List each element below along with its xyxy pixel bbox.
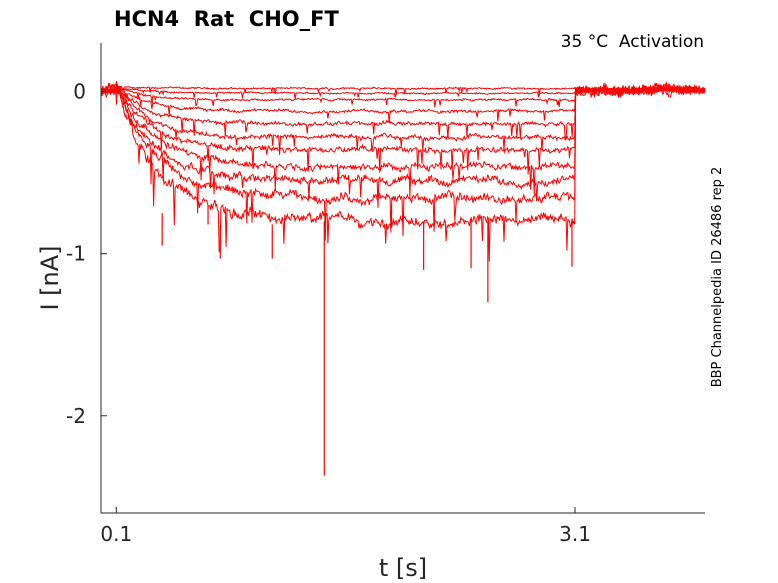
y-tick-label: -1 bbox=[66, 242, 86, 266]
current-trace-10 bbox=[100, 80, 706, 241]
channelpedia-id-label: BBP Channelpedia ID 26486 rep 2 bbox=[710, 167, 725, 388]
axes bbox=[100, 43, 705, 514]
x-tick-label: 3.1 bbox=[559, 522, 591, 546]
current-trace-8 bbox=[100, 84, 706, 197]
x-tick-label: 0.1 bbox=[100, 522, 132, 546]
axis-ticks: 0.1 3.1 0 -1 -2 bbox=[66, 80, 591, 546]
current-trace-9 bbox=[100, 82, 706, 208]
x-axis-label: t [s] bbox=[379, 554, 427, 582]
current-trace-11 bbox=[100, 83, 706, 262]
y-axis-label: I [nA] bbox=[36, 245, 64, 310]
current-traces bbox=[100, 80, 706, 476]
temperature-protocol-annotation: 35 °C Activation bbox=[561, 32, 704, 52]
chart-title: HCN4 Rat CHO_FT bbox=[114, 7, 339, 31]
y-tick-label: -2 bbox=[66, 404, 86, 428]
y-tick-label: 0 bbox=[73, 80, 86, 104]
